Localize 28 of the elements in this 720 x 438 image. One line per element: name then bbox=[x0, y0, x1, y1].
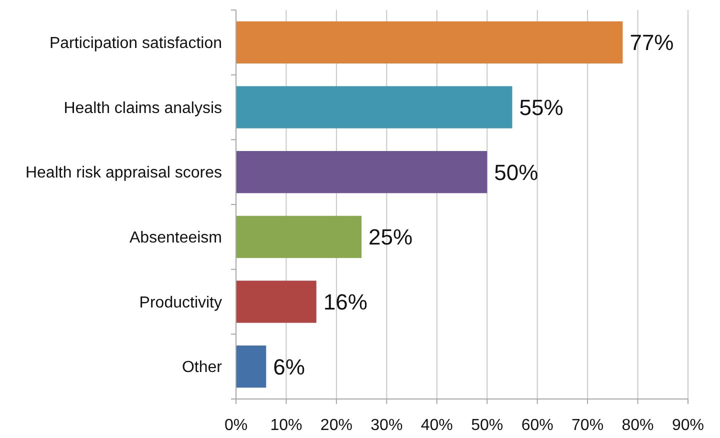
bar bbox=[236, 86, 512, 128]
x-tick-label: 10% bbox=[270, 417, 302, 434]
data-label: 50% bbox=[494, 160, 538, 185]
y-tick-label: Participation satisfaction bbox=[49, 35, 222, 52]
x-tick-label: 80% bbox=[622, 417, 654, 434]
data-label: 16% bbox=[323, 289, 368, 314]
y-tick-label: Other bbox=[182, 359, 223, 376]
data-label: 25% bbox=[368, 224, 413, 250]
bar bbox=[236, 280, 316, 323]
y-tick-label: Health claims analysis bbox=[64, 100, 222, 117]
x-tick-label: 20% bbox=[320, 417, 352, 434]
bar bbox=[236, 216, 362, 258]
bar bbox=[236, 21, 623, 64]
x-tick-label: 30% bbox=[370, 417, 403, 434]
y-tick-label: Absenteeism bbox=[130, 230, 222, 247]
y-tick-label: Productivity bbox=[139, 294, 222, 312]
bar bbox=[236, 346, 266, 388]
data-label: 55% bbox=[519, 94, 564, 120]
x-tick-label: 60% bbox=[521, 417, 554, 434]
y-tick-label: Health risk appraisal scores bbox=[25, 164, 222, 182]
x-tick-label: 90% bbox=[672, 417, 704, 434]
x-tick-label: 40% bbox=[420, 417, 453, 434]
x-tick-label: 50% bbox=[471, 417, 504, 434]
bar bbox=[236, 151, 488, 194]
data-label: 77% bbox=[630, 30, 674, 56]
data-label: 6% bbox=[273, 354, 305, 380]
x-tick-label: 70% bbox=[572, 417, 604, 434]
x-tick-label: 0% bbox=[224, 417, 248, 434]
